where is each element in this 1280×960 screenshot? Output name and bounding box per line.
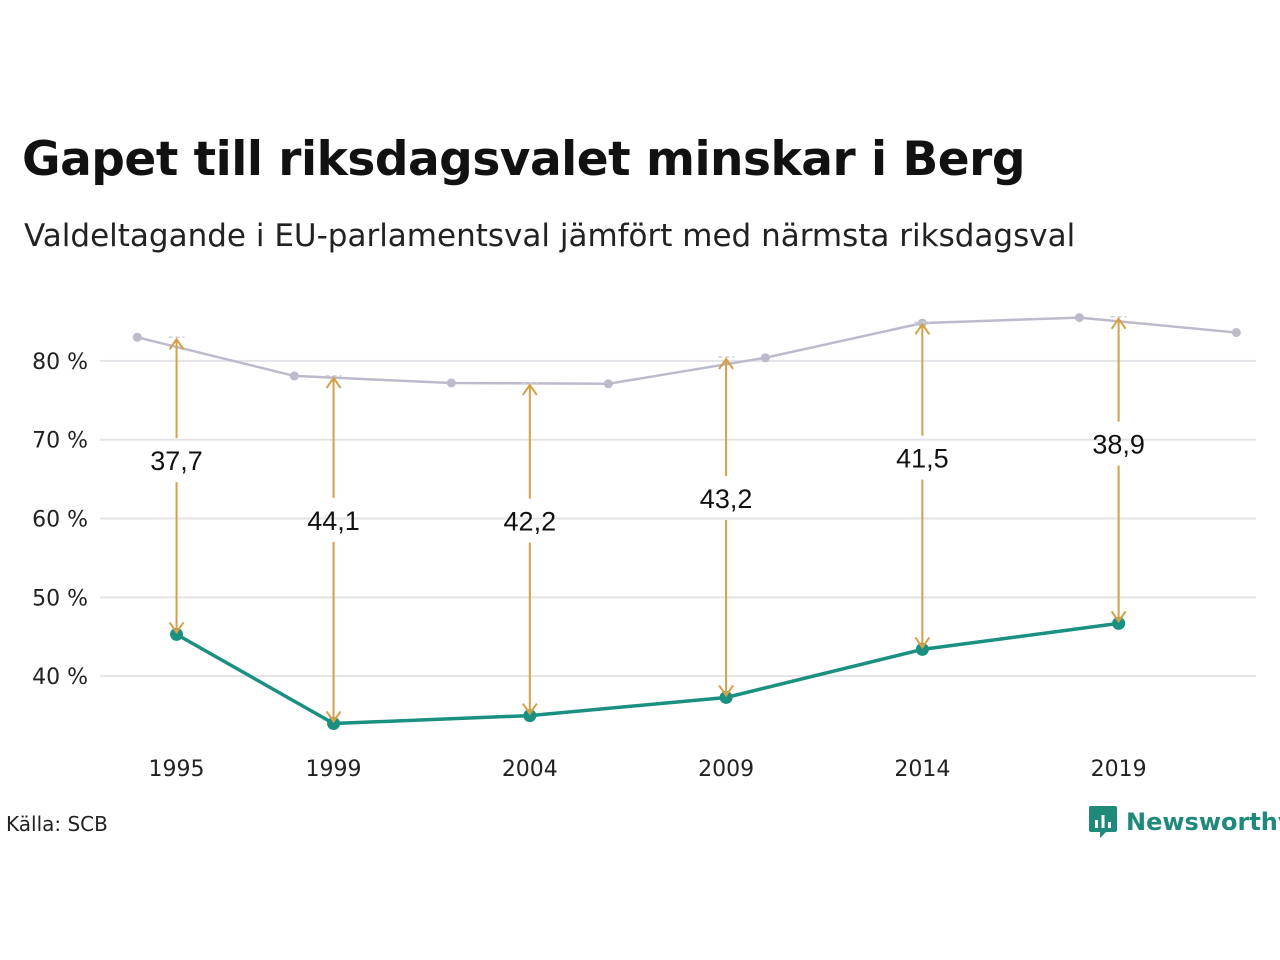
source-note: Källa: SCB xyxy=(6,812,108,836)
y-tick-label: 80 % xyxy=(32,350,88,375)
gap-arrow-head xyxy=(522,383,538,396)
riksdag-point xyxy=(1231,328,1241,338)
gap-arrow-head xyxy=(914,636,931,650)
gap-arrow-head xyxy=(718,357,734,370)
gap-label: 44,1 xyxy=(307,506,360,536)
brand-name: Newsworthy xyxy=(1126,808,1280,836)
gap-label: 43,2 xyxy=(700,484,753,514)
riksdag-point xyxy=(760,353,770,363)
eu-series-line xyxy=(175,621,1119,726)
x-tick-label: 2004 xyxy=(502,757,558,782)
x-tick-label: 2014 xyxy=(894,757,950,782)
eu-point xyxy=(327,716,341,730)
riksdag-point xyxy=(446,378,456,388)
gap-arrow-head xyxy=(325,710,342,724)
y-tick-label: 40 % xyxy=(32,665,88,690)
y-tick-label: 60 % xyxy=(32,508,88,533)
riksdag-point xyxy=(603,379,613,389)
gap-arrow-head xyxy=(718,684,734,698)
gap-arrow-head xyxy=(325,376,342,389)
x-tick-label: 1999 xyxy=(306,757,362,782)
gap-arrow-head xyxy=(1110,610,1127,624)
gap-label: 41,5 xyxy=(896,444,949,474)
gap-label: 38,9 xyxy=(1092,430,1145,460)
x-tick-label: 2019 xyxy=(1091,757,1147,782)
eu-point xyxy=(523,709,537,723)
eu-point xyxy=(170,627,184,641)
brand-logo: Newsworthy xyxy=(1088,804,1280,840)
x-tick-label: 1995 xyxy=(149,757,205,782)
y-tick-label: 50 % xyxy=(32,586,88,611)
eu-point xyxy=(915,642,929,656)
chart-subtitle: Valdeltagande i EU-parlamentsval jämfört… xyxy=(24,218,1076,254)
gap-arrow-head xyxy=(1110,317,1127,330)
riksdag-point xyxy=(1074,313,1084,323)
gap-arrow-head xyxy=(522,703,538,716)
eu-point xyxy=(1112,616,1126,630)
chart-title: Gapet till riksdagsvalet minskar i Berg xyxy=(22,132,1026,187)
gap-label: 37,7 xyxy=(150,446,203,476)
newsworthy-logo-icon xyxy=(1089,806,1117,838)
gap-label: 42,2 xyxy=(504,507,557,537)
eu-point xyxy=(719,690,733,704)
riksdag-point xyxy=(289,371,299,381)
y-tick-label: 70 % xyxy=(32,429,88,454)
riksdag-point xyxy=(132,332,142,342)
gap-arrow-head xyxy=(914,322,931,335)
gap-arrow-head xyxy=(168,337,185,350)
riksdag-series-line xyxy=(136,316,1237,386)
x-tick-label: 2009 xyxy=(698,757,754,782)
gap-arrow-head xyxy=(168,621,185,635)
